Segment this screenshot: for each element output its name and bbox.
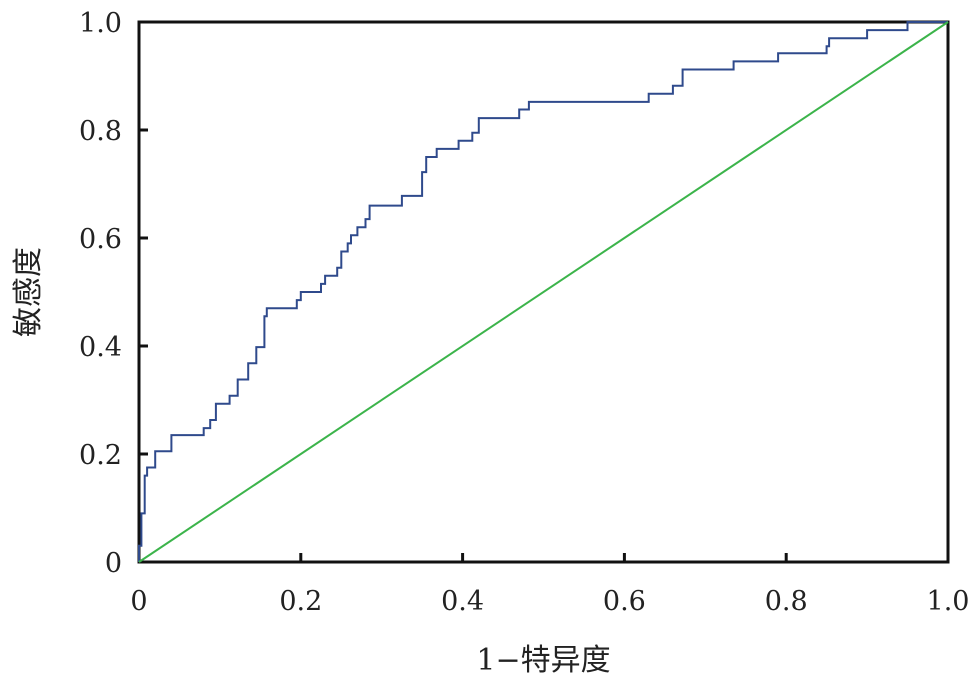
x-tick-label: 1.0 <box>927 586 970 617</box>
plot-area: 0 0.2 0.4 0.6 0.8 1.0 0 0.2 0.4 0.6 0.8 1.0 <box>79 8 969 617</box>
x-tick-label: 0.2 <box>279 586 322 617</box>
plot-frame <box>137 20 950 564</box>
y-tick-label: 0 <box>105 548 122 579</box>
x-axis-title: 1−特异度 <box>476 643 610 678</box>
reference-diagonal-line <box>138 21 949 563</box>
ticks-layer: 0 0.2 0.4 0.6 0.8 1.0 0 0.2 0.4 0.6 0.8 1.0 <box>79 8 969 617</box>
x-tick-label: 0.6 <box>603 586 646 617</box>
y-tick-label: 0.6 <box>79 224 122 255</box>
y-tick-label: 1.0 <box>79 8 122 39</box>
x-tick-label: 0.4 <box>441 586 484 617</box>
y-axis-title: 敏感度 <box>11 247 46 337</box>
y-tick-label: 0.4 <box>79 332 122 363</box>
roc-curve-line <box>138 21 948 562</box>
y-tick-label: 0.2 <box>79 440 122 471</box>
y-tick-label: 0.8 <box>79 116 122 147</box>
series-layer <box>138 21 949 563</box>
x-tick-label: 0.8 <box>765 586 808 617</box>
x-tick-label: 0 <box>130 586 147 617</box>
